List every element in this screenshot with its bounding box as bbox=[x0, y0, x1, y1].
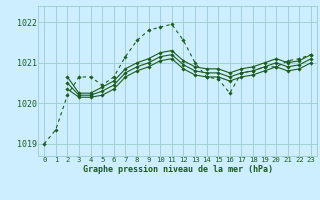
X-axis label: Graphe pression niveau de la mer (hPa): Graphe pression niveau de la mer (hPa) bbox=[83, 165, 273, 174]
